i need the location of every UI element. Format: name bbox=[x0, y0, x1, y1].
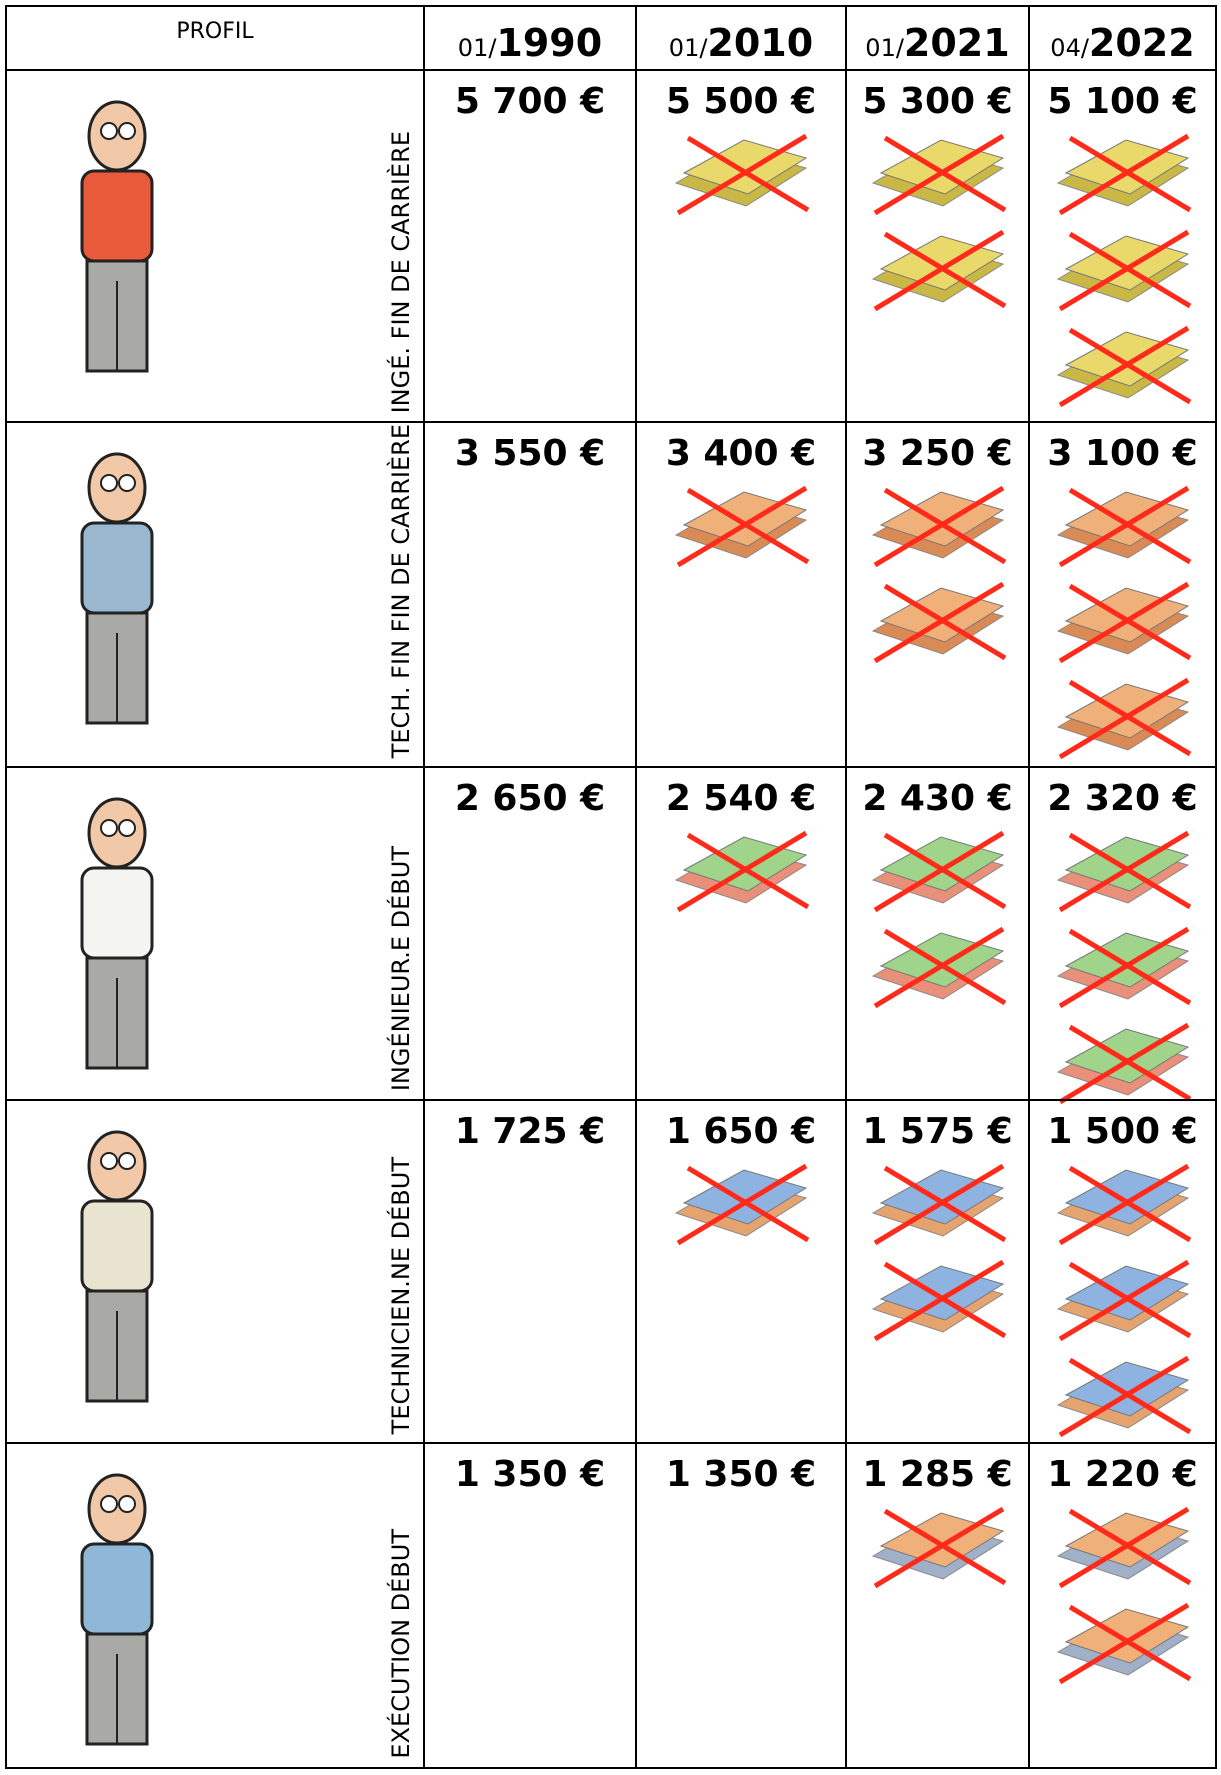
crossed-banknote bbox=[1048, 128, 1198, 218]
value-cell: 1 220 € bbox=[1028, 1442, 1217, 1769]
date-prefix: 01/ bbox=[865, 34, 904, 62]
value-cell: 3 550 € bbox=[423, 421, 637, 768]
value-cell: 5 300 € bbox=[845, 69, 1030, 423]
crossed-banknote bbox=[666, 1158, 816, 1248]
crossed-banknote bbox=[1048, 1254, 1198, 1344]
profile-figure bbox=[27, 788, 327, 1088]
crossed-banknote bbox=[1048, 1158, 1198, 1248]
date-year: 1990 bbox=[496, 21, 602, 65]
value-cell: 3 100 € bbox=[1028, 421, 1217, 768]
profile-label: TECHNICIEN.NE DÉBUT bbox=[387, 1157, 415, 1434]
date-prefix: 01/ bbox=[458, 34, 497, 62]
value-cell: 2 650 € bbox=[423, 766, 637, 1101]
profile-label: INGÉNIEUR.E DÉBUT bbox=[387, 846, 415, 1091]
crossed-banknote bbox=[1048, 1017, 1198, 1107]
salary-value: 1 500 € bbox=[1030, 1111, 1215, 1152]
salary-value: 1 575 € bbox=[847, 1111, 1028, 1152]
crossed-banknote bbox=[1048, 224, 1198, 314]
profile-figure bbox=[27, 443, 327, 743]
salary-value: 5 100 € bbox=[1030, 81, 1215, 122]
value-cell: 1 575 € bbox=[845, 1099, 1030, 1444]
value-cell: 1 285 € bbox=[845, 1442, 1030, 1769]
profile-cell: TECHNICIEN.NE DÉBUT bbox=[5, 1099, 425, 1444]
salary-value: 5 500 € bbox=[637, 81, 845, 122]
crossed-banknote bbox=[863, 1254, 1013, 1344]
header-cell: 01/2010 bbox=[635, 5, 847, 71]
salary-value: 2 650 € bbox=[425, 778, 635, 819]
value-cell: 3 400 € bbox=[635, 421, 847, 768]
crossed-banknote bbox=[863, 224, 1013, 314]
profile-figure bbox=[27, 1121, 327, 1421]
salary-value: 1 650 € bbox=[637, 1111, 845, 1152]
profile-label: EXÉCUTION DÉBUT bbox=[387, 1529, 415, 1759]
date-year: 2010 bbox=[707, 21, 813, 65]
value-cell: 2 320 € bbox=[1028, 766, 1217, 1101]
salary-value: 1 350 € bbox=[637, 1454, 845, 1495]
crossed-banknote bbox=[863, 576, 1013, 666]
value-cell: 3 250 € bbox=[845, 421, 1030, 768]
profile-cell: INGÉNIEUR.E DÉBUT bbox=[5, 766, 425, 1101]
value-cell: 5 700 € bbox=[423, 69, 637, 423]
date-prefix: 01/ bbox=[669, 34, 708, 62]
value-cell: 1 650 € bbox=[635, 1099, 847, 1444]
crossed-banknote bbox=[863, 825, 1013, 915]
profile-label: INGÉ. FIN DE CARRIÈRE bbox=[387, 131, 415, 413]
header-cell: 04/2022 bbox=[1028, 5, 1217, 71]
date-year: 2021 bbox=[904, 21, 1010, 65]
salary-value: 3 250 € bbox=[847, 433, 1028, 474]
header-cell: PROFIL bbox=[5, 5, 425, 71]
salary-value: 5 300 € bbox=[847, 81, 1028, 122]
crossed-banknote bbox=[1048, 672, 1198, 762]
salary-value: 1 725 € bbox=[425, 1111, 635, 1152]
crossed-banknote bbox=[863, 480, 1013, 570]
value-cell: 1 350 € bbox=[423, 1442, 637, 1769]
value-cell: 5 500 € bbox=[635, 69, 847, 423]
profile-label: TECH. FIN FIN DE CARRIÈRE bbox=[387, 424, 415, 758]
salary-value: 5 700 € bbox=[425, 81, 635, 122]
profile-cell: TECH. FIN FIN DE CARRIÈRE bbox=[5, 421, 425, 768]
profile-figure bbox=[27, 91, 327, 391]
crossed-banknote bbox=[863, 1158, 1013, 1248]
crossed-banknote bbox=[863, 921, 1013, 1011]
crossed-banknote bbox=[1048, 1350, 1198, 1440]
page: PROFIL01/199001/201001/202104/2022 INGÉ.… bbox=[0, 0, 1221, 1775]
value-cell: 2 540 € bbox=[635, 766, 847, 1101]
crossed-banknote bbox=[666, 128, 816, 218]
crossed-banknote bbox=[1048, 320, 1198, 410]
crossed-banknote bbox=[666, 825, 816, 915]
header-cell: 01/1990 bbox=[423, 5, 637, 71]
date-year: 2022 bbox=[1089, 21, 1195, 65]
crossed-banknote bbox=[1048, 480, 1198, 570]
header-cell: 01/2021 bbox=[845, 5, 1030, 71]
profile-cell: INGÉ. FIN DE CARRIÈRE bbox=[5, 69, 425, 423]
value-cell: 2 430 € bbox=[845, 766, 1030, 1101]
crossed-banknote bbox=[666, 480, 816, 570]
profile-figure bbox=[27, 1464, 327, 1764]
crossed-banknote bbox=[863, 128, 1013, 218]
crossed-banknote bbox=[1048, 825, 1198, 915]
salary-value: 2 430 € bbox=[847, 778, 1028, 819]
salary-value: 1 285 € bbox=[847, 1454, 1028, 1495]
value-cell: 1 725 € bbox=[423, 1099, 637, 1444]
crossed-banknote bbox=[1048, 576, 1198, 666]
value-cell: 5 100 € bbox=[1028, 69, 1217, 423]
crossed-banknote bbox=[1048, 1501, 1198, 1591]
salary-value: 1 220 € bbox=[1030, 1454, 1215, 1495]
value-cell: 1 500 € bbox=[1028, 1099, 1217, 1444]
value-cell: 1 350 € bbox=[635, 1442, 847, 1769]
profile-cell: EXÉCUTION DÉBUT bbox=[5, 1442, 425, 1769]
salary-value: 3 100 € bbox=[1030, 433, 1215, 474]
crossed-banknote bbox=[1048, 921, 1198, 1011]
salary-value: 2 540 € bbox=[637, 778, 845, 819]
salary-value: 3 400 € bbox=[637, 433, 845, 474]
date-prefix: 04/ bbox=[1050, 34, 1089, 62]
salary-value: 1 350 € bbox=[425, 1454, 635, 1495]
salary-value: 2 320 € bbox=[1030, 778, 1215, 819]
crossed-banknote bbox=[863, 1501, 1013, 1591]
salary-value: 3 550 € bbox=[425, 433, 635, 474]
crossed-banknote bbox=[1048, 1597, 1198, 1687]
